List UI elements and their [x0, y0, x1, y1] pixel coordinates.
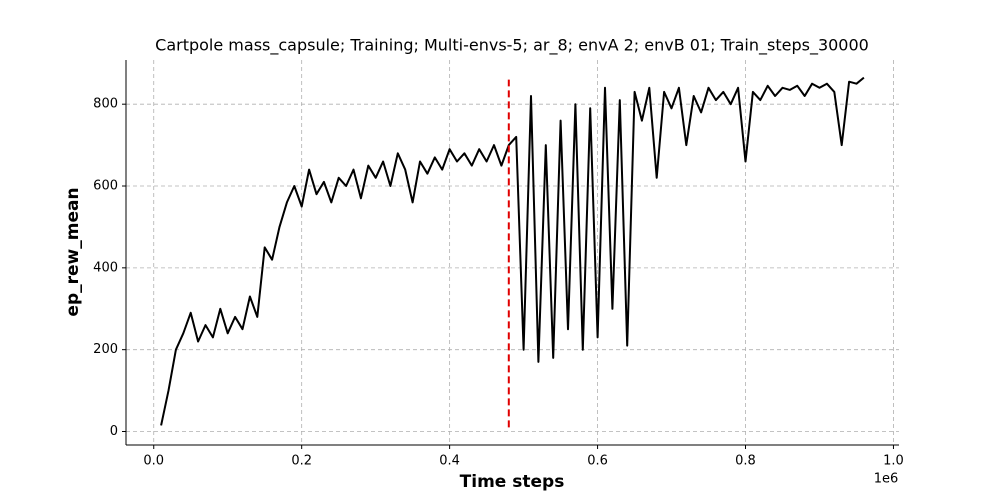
x-offset-label: 1e6: [874, 472, 899, 487]
x-tick-label: 0.0: [143, 454, 164, 469]
y-tick-label: 200: [93, 342, 118, 357]
x-axis-label: Time steps: [460, 472, 565, 492]
x-tick-label: 1.0: [883, 454, 904, 469]
x-tick-label: 0.6: [587, 454, 608, 469]
y-tick-label: 400: [93, 260, 118, 275]
y-tick-label: 800: [93, 97, 118, 112]
x-tick-label: 0.4: [439, 454, 460, 469]
x-tick-label: 0.2: [291, 454, 312, 469]
y-tick-label: 0: [110, 424, 118, 439]
y-tick-label: 600: [93, 179, 118, 194]
y-axis-label: ep_rew_mean: [63, 187, 83, 316]
x-tick-label: 0.8: [735, 454, 756, 469]
chart-title: Cartpole mass_capsule; Training; Multi-e…: [155, 36, 869, 56]
data-line: [160, 76, 865, 426]
